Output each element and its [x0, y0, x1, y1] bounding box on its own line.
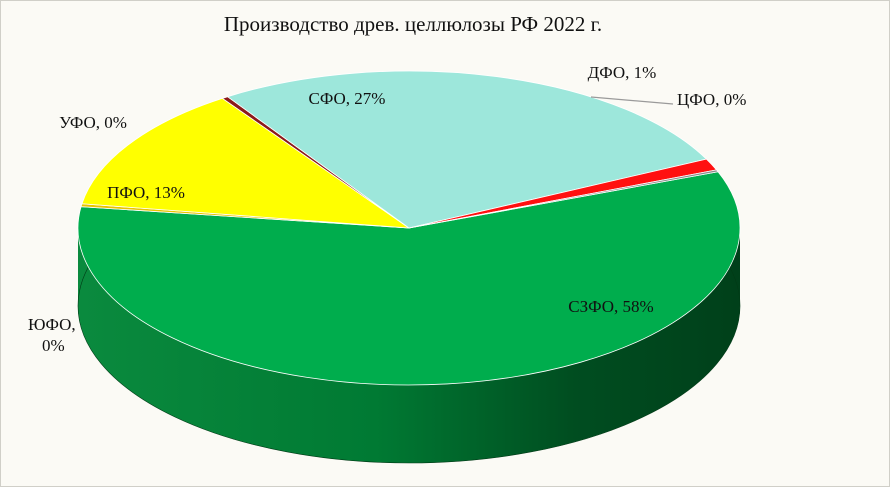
pie-slice-ПФО	[81, 97, 411, 229]
slice-label-УФО: УФО, 0%	[59, 113, 127, 132]
chart-title: Производство древ. целлюлозы РФ 2022 г.	[224, 12, 602, 36]
slice-label-СЗФО: СЗФО, 58%	[568, 297, 653, 316]
pie-slice-СФО	[226, 70, 708, 229]
slice-label-ДФО: ДФО, 1%	[588, 63, 657, 82]
pie-slice-ЦФО	[408, 169, 719, 229]
slice-label-ЦФО: ЦФО, 0%	[677, 90, 746, 109]
pie-slice-СЗФО	[77, 171, 741, 386]
slice-label-СФО: СФО, 27%	[309, 89, 386, 108]
slice-label-ПФО: ПФО, 13%	[107, 183, 185, 202]
pie-top	[77, 70, 741, 386]
pie-labels: СЗФО, 58% ЮФО, 0% ПФО, 13% УФО, 0% СФО, 27% ДФ…	[28, 63, 746, 355]
slice-label-ЮФО: ЮФО, 0%	[28, 315, 76, 355]
leader-line-ЦФО	[590, 96, 674, 105]
pie-side-wall	[78, 228, 740, 463]
